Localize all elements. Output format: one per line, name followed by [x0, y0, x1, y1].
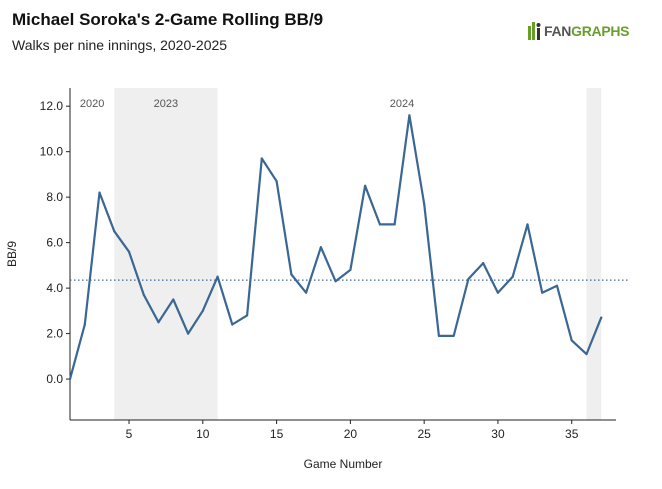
data-point — [216, 275, 219, 278]
y-tick-label: 4.0 — [46, 281, 63, 295]
x-tick-label: 10 — [196, 427, 210, 441]
data-point — [157, 321, 160, 324]
axes: 0.0 2.0 4.0 6.0 8.0 10.0 12.0 5 10 15 20 25 30 35 — [40, 88, 616, 441]
data-point — [245, 314, 249, 317]
data-point — [378, 223, 381, 226]
series-group — [68, 114, 603, 381]
data-point — [319, 246, 322, 249]
data-point — [482, 261, 485, 265]
x-axis-title: Game Number — [304, 457, 383, 471]
data-point — [452, 334, 455, 337]
season-label-2024: 2024 — [390, 98, 414, 110]
data-point — [585, 352, 588, 356]
x-tick-label: 30 — [491, 427, 505, 441]
season-shade-span-3 — [586, 88, 602, 420]
x-tick-label: 35 — [565, 427, 579, 441]
data-point — [526, 223, 529, 226]
x-tick-label: 5 — [126, 427, 133, 441]
chart-title: Michael Soroka's 2-Game Rolling BB/9 — [12, 10, 324, 29]
logo-text-graphs: GRAPHS — [571, 23, 630, 39]
logo-text-fan: FAN — [544, 23, 572, 39]
fangraphs-logo-text: FANGRAPHS — [544, 23, 630, 39]
data-point — [437, 334, 441, 337]
data-point — [496, 291, 500, 294]
data-point — [172, 298, 175, 301]
data-point — [98, 191, 101, 194]
data-point — [127, 250, 131, 253]
data-point — [570, 339, 573, 342]
x-tick-label: 20 — [344, 427, 358, 441]
data-point — [423, 202, 426, 206]
data-point — [83, 323, 86, 326]
data-point — [600, 316, 603, 319]
season-shading — [114, 88, 602, 420]
y-tick-label: 0.0 — [46, 372, 63, 386]
data-point — [393, 223, 396, 226]
data-point — [541, 291, 544, 294]
data-point — [349, 268, 352, 272]
x-tick-label: 25 — [417, 427, 431, 441]
season-shade-2023 — [114, 88, 218, 420]
y-tick-label: 8.0 — [46, 190, 63, 204]
data-point — [275, 180, 278, 183]
data-point — [186, 332, 190, 335]
data-point — [511, 275, 514, 278]
data-point — [201, 309, 204, 312]
x-tick-label: 15 — [270, 427, 284, 441]
season-labels: 2020 2023 2024 — [80, 98, 414, 110]
data-point — [68, 377, 72, 381]
data-point — [260, 157, 263, 160]
y-tick-label: 12.0 — [40, 99, 64, 113]
data-point — [555, 284, 559, 287]
y-axis-title: BB/9 — [5, 241, 19, 267]
data-point — [290, 273, 293, 276]
data-point — [408, 114, 411, 117]
y-tick-label: 2.0 — [46, 327, 63, 341]
season-label-2023: 2023 — [154, 98, 178, 110]
data-point — [467, 277, 470, 281]
data-point — [142, 293, 145, 297]
data-point — [305, 291, 308, 294]
data-point — [334, 280, 337, 283]
chart-subtitle: Walks per nine innings, 2020-2025 — [12, 37, 228, 53]
fangraphs-logo-icon — [528, 22, 541, 40]
season-label-2020: 2020 — [80, 98, 104, 110]
data-point — [231, 323, 234, 326]
data-point — [364, 184, 367, 187]
data-point — [113, 230, 116, 233]
y-tick-label: 6.0 — [46, 236, 63, 250]
y-tick-label: 10.0 — [40, 145, 64, 159]
fangraphs-logo: FANGRAPHS — [528, 22, 630, 40]
